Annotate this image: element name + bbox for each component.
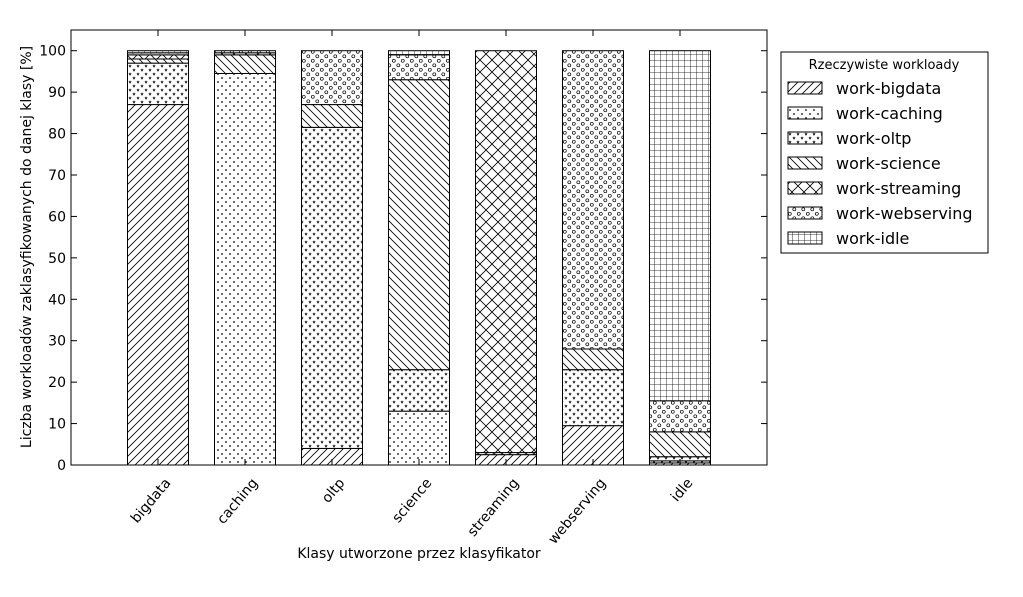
y-tick-label: 30 [48, 334, 66, 350]
bar-segment-oltp-work-oltp [301, 126, 363, 449]
bar-segment-caching-work-webserving [214, 50, 276, 54]
y-tick-label: 90 [48, 85, 66, 101]
x-tick-label-oltp: oltp [319, 475, 349, 506]
y-axis-title: Liczba workloadów zaklasyfikowanych do d… [19, 46, 35, 448]
legend-label-work-oltp: work-oltp [836, 129, 911, 148]
bar-segment-science-work-caching [388, 410, 450, 466]
x-axis-title: Klasy utworzone przez klasyfikator [297, 546, 541, 562]
bar-segment-bigdata-work-oltp [127, 62, 189, 106]
y-tick-label: 50 [48, 251, 66, 267]
bars-layer [127, 50, 711, 466]
bar-segment-science-work-idle [388, 50, 450, 56]
x-tick-label-caching: caching [214, 475, 261, 527]
y-axis: 0 10 20 30 40 50 60 70 80 90 100 [39, 44, 767, 474]
y-tick-label: 70 [48, 168, 66, 184]
bar-segment-bigdata-work-idle [127, 50, 189, 54]
bar-segment-webserving-work-science [562, 348, 624, 371]
x-tick-label-science: science [389, 475, 435, 526]
y-tick-label: 80 [48, 127, 66, 143]
y-tick-label: 60 [48, 209, 66, 225]
bar-segment-oltp-work-webserving [301, 50, 363, 106]
x-tick-label-webserving: webserving [545, 475, 609, 547]
bar-segment-science-work-oltp [388, 369, 450, 412]
bar-segment-bigdata-work-science [127, 58, 189, 64]
bar-segment-idle-work-science [649, 431, 711, 458]
bar-segment-caching-work-caching [214, 73, 276, 466]
legend-label-work-streaming: work-streaming [836, 179, 961, 198]
bar-segment-science-work-science [388, 79, 450, 371]
bar-segment-webserving-work-oltp [562, 369, 624, 427]
bar-segment-bigdata-work-streaming [127, 54, 189, 60]
legend-swatch-work-streaming [787, 181, 823, 195]
legend-label-work-bigdata: work-bigdata [836, 79, 941, 98]
legend-label-work-idle: work-idle [836, 229, 909, 248]
legend-swatch-work-science [787, 156, 823, 170]
legend-swatch-work-oltp [787, 131, 823, 145]
legend-swatch-work-idle [787, 231, 823, 245]
bar-segment-webserving-work-webserving [562, 50, 624, 350]
bar-segment-oltp-work-science [301, 104, 363, 128]
y-tick-label: 20 [48, 375, 66, 391]
x-tick-label-bigdata: bigdata [128, 475, 174, 526]
legend-label-work-science: work-science [836, 154, 941, 173]
legend: Rzeczywiste workloady work-bigdata work-c… [780, 51, 989, 254]
bar-segment-idle-work-idle [649, 50, 711, 402]
legend-swatch-work-bigdata [787, 81, 823, 95]
legend-title: Rzeczywiste workloady [809, 58, 960, 73]
bar-segment-science-work-webserving [388, 54, 450, 81]
x-tick-label-idle: idle [668, 475, 697, 505]
bar-segment-bigdata-work-bigdata [127, 104, 189, 466]
legend-swatch-work-caching [787, 106, 823, 120]
bar-segment-caching-work-science [214, 54, 276, 74]
y-tick-label: 0 [57, 458, 66, 474]
y-tick-label: 100 [39, 44, 66, 60]
x-tick-label-streaming: streaming [465, 475, 523, 539]
legend-label-work-webserving: work-webserving [836, 204, 973, 223]
bar-segment-streaming-work-streaming [475, 50, 537, 454]
legend-label-work-caching: work-caching [836, 104, 943, 123]
y-tick-label: 40 [48, 292, 66, 308]
y-tick-label: 10 [48, 417, 66, 433]
legend-swatch-work-webserving [787, 206, 823, 220]
bar-segment-idle-work-webserving [649, 400, 711, 433]
legend-items: work-bigdata work-caching work-oltp work-sc… [787, 79, 973, 248]
